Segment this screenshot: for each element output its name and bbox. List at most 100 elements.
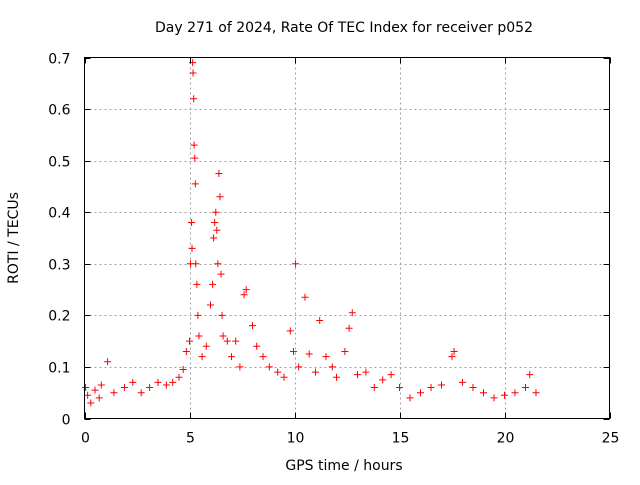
data-point <box>182 347 190 355</box>
data-point <box>154 378 162 386</box>
data-point <box>137 389 145 397</box>
data-point <box>362 368 370 376</box>
data-point <box>341 347 349 355</box>
data-point <box>97 381 105 389</box>
data-point <box>191 180 199 188</box>
ticks-layer <box>84 57 611 420</box>
data-point <box>129 378 137 386</box>
tick-labels-layer: 0 5 10 15 20 25 0 0.1 0.2 0.3 0.4 0.5 0.6 0.7 <box>48 52 619 447</box>
data-point <box>188 219 196 227</box>
data-point <box>215 170 223 178</box>
data-point <box>438 381 445 389</box>
data-point <box>223 337 231 345</box>
data-point <box>191 154 199 162</box>
data-point <box>95 394 103 402</box>
data-point <box>333 373 340 381</box>
data-point <box>406 394 414 402</box>
y-tick-label: 0.2 <box>48 309 70 325</box>
data-point <box>259 353 267 361</box>
data-point <box>316 317 324 325</box>
data-point <box>194 311 202 319</box>
x-tick-label: 20 <box>497 431 515 447</box>
data-point <box>526 371 534 379</box>
data-point <box>469 384 477 392</box>
y-tick-label: 0.3 <box>48 258 70 274</box>
x-tick-label: 5 <box>186 431 195 447</box>
data-point <box>312 368 319 376</box>
data-point <box>396 384 403 392</box>
data-point <box>345 324 353 332</box>
data-point <box>192 260 200 268</box>
data-point <box>211 219 219 227</box>
data-point <box>195 332 203 340</box>
data-point <box>354 371 361 379</box>
data-point <box>286 327 294 335</box>
y-tick-label: 0.6 <box>48 103 70 119</box>
data-point <box>214 260 222 268</box>
data-point <box>448 353 456 361</box>
data-point <box>217 270 225 278</box>
data-point <box>91 386 99 394</box>
data-point <box>450 347 458 355</box>
data-point <box>427 384 435 392</box>
data-point <box>240 291 248 299</box>
data-point <box>162 381 170 389</box>
chart-title: Day 271 of 2024, Rate Of TEC Index for r… <box>155 20 533 36</box>
data-point <box>328 363 336 371</box>
data-point <box>522 384 529 392</box>
data-point <box>301 293 309 301</box>
data-point <box>379 376 387 384</box>
data-point <box>511 389 519 397</box>
data-point <box>190 95 198 103</box>
data-point <box>216 193 224 201</box>
x-axis-label: GPS time / hours <box>285 458 402 474</box>
data-point <box>210 234 218 242</box>
data-point <box>459 378 466 386</box>
data-point <box>228 353 235 361</box>
y-axis-label: ROTI / TECUs <box>6 192 22 284</box>
x-tick-label: 10 <box>287 431 305 447</box>
grid-layer <box>84 57 610 419</box>
y-tick-label: 0.4 <box>48 206 70 222</box>
data-point <box>169 378 177 386</box>
data-point <box>82 384 90 392</box>
data-point <box>84 391 92 399</box>
data-point <box>292 260 300 268</box>
data-point <box>218 311 226 319</box>
data-point <box>219 332 227 340</box>
data-point <box>232 337 240 345</box>
y-tick-label: 0.5 <box>48 155 70 171</box>
plot-frame <box>84 57 610 419</box>
data-point <box>249 322 256 330</box>
data-point <box>501 391 508 399</box>
data-point <box>120 384 128 392</box>
data-point <box>480 389 487 397</box>
data-point <box>212 208 220 216</box>
data-point <box>190 141 198 149</box>
data-point <box>417 389 424 397</box>
data-point <box>253 342 261 350</box>
data-point <box>274 368 282 376</box>
data-point <box>188 244 196 252</box>
y-tick-label: 0.7 <box>48 52 70 68</box>
y-tick-label: 0.1 <box>48 361 70 377</box>
data-point <box>207 301 214 309</box>
data-point <box>189 69 197 77</box>
data-point <box>490 394 498 402</box>
data-point <box>209 280 217 288</box>
x-tick-label: 0 <box>81 431 90 447</box>
data-point <box>198 353 206 361</box>
data-point <box>265 363 273 371</box>
data-point <box>242 286 250 294</box>
data-point <box>532 389 540 397</box>
data-point <box>213 226 221 234</box>
data-point <box>179 366 187 374</box>
data-point <box>87 399 95 407</box>
data-point <box>289 347 297 355</box>
data-point <box>202 342 210 350</box>
data-point <box>295 363 303 371</box>
data-point <box>370 384 378 392</box>
data-point <box>236 363 244 371</box>
